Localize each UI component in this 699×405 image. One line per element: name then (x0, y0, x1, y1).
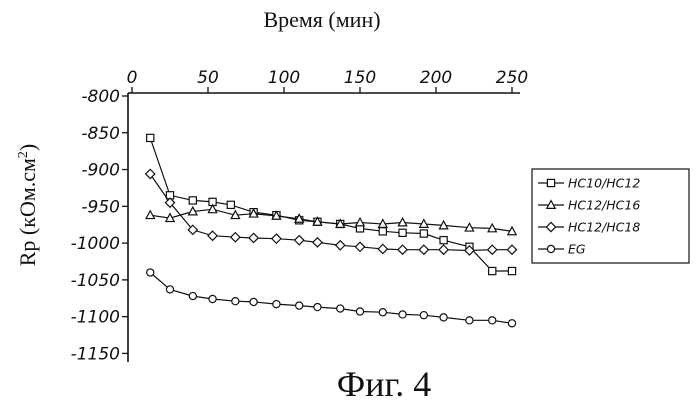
data-point-square (379, 228, 386, 235)
data-point-circle (166, 286, 173, 293)
series-diamond (146, 169, 517, 255)
data-point-circle (508, 320, 515, 327)
legend-marker-circle (547, 245, 554, 252)
data-point-circle (147, 269, 154, 276)
data-point-circle (296, 302, 303, 309)
legend-label: HC12/HC16 (568, 198, 640, 213)
data-point-square (489, 267, 496, 274)
data-point-square (189, 197, 196, 204)
legend-marker-square (547, 179, 554, 186)
y-tick-label: -850 (81, 124, 120, 144)
y-axis-label-superscript: 2 (16, 151, 31, 158)
y-axis-label-text: Rp (кОм.см (15, 158, 40, 266)
y-tick-label: -1000 (71, 234, 120, 254)
series-line (150, 209, 512, 231)
data-point-square (508, 267, 515, 274)
data-point-diamond (488, 245, 497, 254)
data-point-square (420, 230, 427, 237)
data-point-square (147, 134, 154, 141)
data-point-diamond (507, 245, 516, 254)
y-axis-label: Rp (кОм.см2) (15, 144, 40, 267)
data-point-diamond (378, 244, 387, 253)
data-point-circle (466, 317, 473, 324)
legend-label: EG (568, 242, 586, 257)
data-point-triangle (356, 218, 364, 226)
data-point-circle (232, 298, 239, 305)
series-square (147, 134, 516, 274)
y-tick-label: -950 (81, 197, 120, 217)
x-tick-label: 150 (344, 68, 376, 88)
y-axis-label-close: ) (15, 144, 40, 151)
legend: HC10/HC12 HC12/HC16 HC12/HC18 EG (532, 169, 689, 263)
x-tick-label: 0 (127, 68, 138, 88)
y-tick-label: -1050 (71, 271, 120, 291)
legend-label: HC10/HC12 (568, 176, 640, 191)
data-point-diamond (336, 241, 345, 250)
data-point-diamond (295, 236, 304, 245)
data-point-diamond (398, 245, 407, 254)
data-point-circle (250, 298, 257, 305)
legend-label: HC12/HC18 (568, 220, 640, 235)
data-point-diamond (419, 245, 428, 254)
data-point-diamond (355, 242, 364, 251)
series-group (146, 134, 517, 327)
data-point-circle (189, 292, 196, 299)
series-line (150, 174, 512, 251)
data-point-square (399, 229, 406, 236)
data-point-diamond (272, 234, 281, 243)
data-point-diamond (439, 245, 448, 254)
y-tick-label: -800 (81, 87, 120, 107)
series-circle (147, 269, 516, 327)
data-point-circle (399, 311, 406, 318)
data-point-circle (489, 317, 496, 324)
data-point-circle (337, 305, 344, 312)
data-point-circle (440, 314, 447, 321)
data-point-circle (314, 303, 321, 310)
data-point-diamond (208, 231, 217, 240)
x-tick-label: 100 (268, 68, 300, 88)
data-point-diamond (231, 233, 240, 242)
series-triangle (146, 205, 516, 235)
data-point-circle (379, 309, 386, 316)
data-point-triangle (146, 211, 154, 219)
data-point-diamond (146, 169, 155, 178)
y-tick-label: -1100 (71, 308, 120, 328)
data-point-circle (273, 301, 280, 308)
series-line (150, 273, 512, 324)
y-tick-label: -1150 (71, 344, 120, 364)
chart-title: Время (мин) (263, 7, 380, 32)
data-point-diamond (313, 238, 322, 247)
figure-caption: Фиг. 4 (337, 364, 431, 404)
x-tick-label: 200 (420, 68, 452, 88)
data-point-triangle (398, 218, 406, 226)
data-point-square (227, 201, 234, 208)
data-point-circle (420, 312, 427, 319)
data-point-circle (209, 295, 216, 302)
x-tick-label: 250 (496, 68, 528, 88)
x-tick-label: 50 (197, 68, 219, 88)
data-point-diamond (249, 233, 258, 242)
data-point-circle (356, 308, 363, 315)
y-tick-label: -900 (81, 161, 120, 181)
series-line (150, 138, 512, 271)
data-point-square (440, 237, 447, 244)
